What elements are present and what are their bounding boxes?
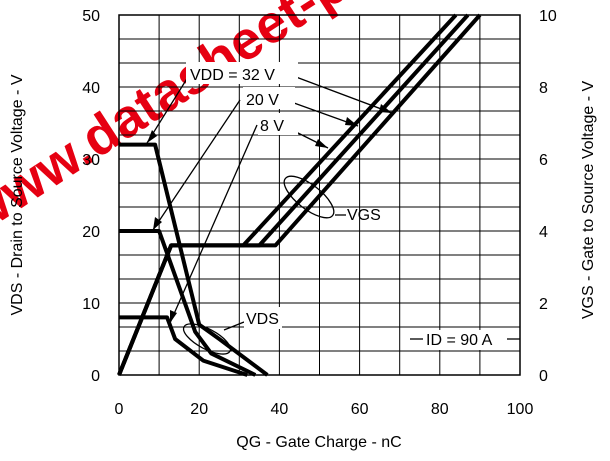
vds-series-line <box>119 142 269 377</box>
annotation-vdd32: VDD = 32 V <box>190 67 275 84</box>
y2-tick-label: 8 <box>539 80 548 97</box>
y2-tick-label: 4 <box>539 224 548 241</box>
leader-32v-vgs <box>295 76 393 114</box>
vds-ellipse <box>182 323 232 355</box>
y2-tick-label: 10 <box>539 8 557 25</box>
annotations <box>146 76 520 355</box>
vds-series-line <box>119 315 248 377</box>
arrowhead-20v-vds <box>153 217 162 230</box>
arrowhead-20v-vgs <box>345 117 358 126</box>
plot-frame <box>118 14 521 376</box>
x-tick-label: 0 <box>115 401 124 418</box>
leader-8v-vds <box>169 124 258 324</box>
vds-label-bg <box>244 307 282 329</box>
y-tick-label: 50 <box>82 8 100 25</box>
leader-20v-vds <box>152 99 241 231</box>
x-tick-label: 20 <box>190 401 208 418</box>
y-tick-label: 20 <box>82 224 100 241</box>
y-tick-label: 40 <box>82 80 100 97</box>
vds-series-line <box>119 229 257 377</box>
annotation-vdd20: 20 V <box>246 92 279 109</box>
x-tick-label: 100 <box>507 401 534 418</box>
y2-tick-label: 0 <box>539 368 548 385</box>
annotation-vdd8: 8 V <box>260 118 284 135</box>
y-tick-label: 0 <box>91 368 100 385</box>
leader-vds <box>223 321 245 331</box>
y-tick-label: 10 <box>82 296 100 313</box>
y-axis-title: VDS - Drain to Source Voltage - V <box>9 74 26 315</box>
vdd32-label-bg <box>186 62 298 84</box>
tick-labels: 0 20 40 60 80 100 0 10 20 30 40 50 0 2 4 6 8 10 <box>82 8 557 418</box>
vdd20-label-bg <box>243 87 295 109</box>
vgs-series-line <box>117 13 458 376</box>
arrowhead-8v-vgs <box>315 139 328 148</box>
y-tick-label: 30 <box>82 152 100 169</box>
arrowheads <box>147 104 392 323</box>
arrowhead-8v-vds <box>170 310 177 323</box>
x-axis-title: QG - Gate Charge - nC <box>236 434 401 451</box>
leader-32v-vds <box>146 76 189 144</box>
id-label-bg <box>424 330 506 350</box>
x-tick-label: 40 <box>271 401 289 418</box>
x-tick-label: 80 <box>431 401 449 418</box>
y2-axis-title: VGS - Gate to Source Voltage - V <box>580 81 597 320</box>
vgs-ellipse <box>283 175 335 219</box>
arrowhead-32v-vgs <box>379 104 392 113</box>
y2-tick-label: 2 <box>539 296 548 313</box>
annotation-vds: VDS <box>246 311 279 328</box>
vdd8-label-bg <box>258 113 298 135</box>
arrowhead-32v-vds <box>147 130 157 143</box>
x-tick-label: 60 <box>351 401 369 418</box>
annotation-id: ID = 90 A <box>426 332 493 349</box>
annotation-vgs: VGS <box>347 207 381 224</box>
y2-tick-label: 6 <box>539 152 548 169</box>
